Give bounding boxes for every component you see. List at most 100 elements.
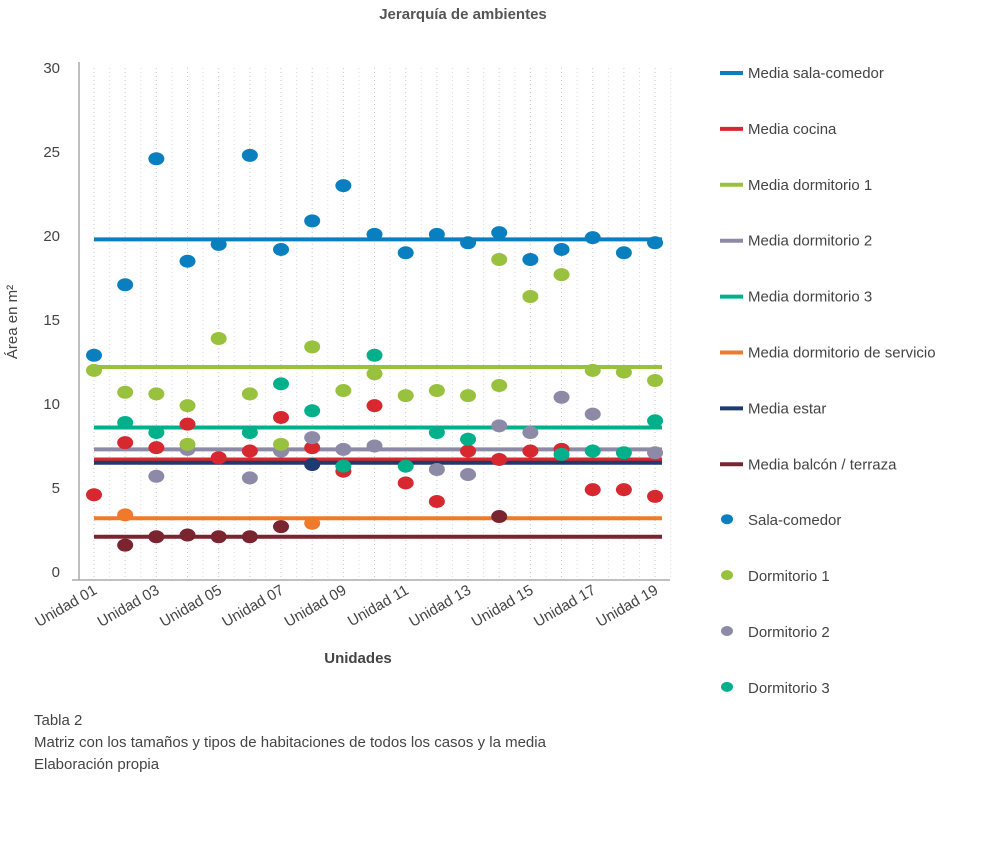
data-point — [522, 253, 539, 267]
data-point — [148, 441, 165, 455]
data-point — [491, 253, 508, 267]
gridlines — [93, 68, 672, 578]
data-point — [335, 459, 352, 473]
data-point — [522, 426, 539, 440]
data-point — [241, 530, 258, 544]
y-tick-label: 25 — [43, 144, 60, 161]
caption-source: Elaboración propia — [34, 756, 160, 773]
data-point — [615, 365, 632, 379]
data-point — [179, 528, 196, 542]
data-point — [615, 446, 632, 460]
data-point — [522, 444, 539, 458]
data-point — [117, 508, 134, 522]
caption-table-number: Tabla 2 — [34, 712, 83, 729]
data-point — [335, 384, 352, 398]
data-point — [428, 463, 445, 477]
data-point — [241, 148, 258, 162]
y-tick-label: 5 — [52, 480, 60, 497]
data-point — [304, 214, 321, 228]
data-point — [304, 340, 321, 354]
x-axis-label: Unidades — [324, 650, 392, 667]
caption-description: Matriz con los tamaños y tipos de habita… — [34, 734, 546, 751]
legend-label: Dormitorio 2 — [748, 624, 830, 641]
data-point — [522, 289, 539, 303]
axes — [72, 62, 670, 581]
data-point — [179, 437, 196, 451]
legend-label: Dormitorio 3 — [748, 680, 830, 697]
y-tick-label: 15 — [43, 312, 60, 329]
data-point — [273, 410, 290, 424]
data-point — [428, 494, 445, 508]
data-point — [148, 530, 165, 544]
data-point — [647, 414, 664, 428]
data-point — [647, 489, 664, 503]
data-point — [615, 483, 632, 497]
data-point — [304, 457, 321, 471]
data-point — [584, 444, 601, 458]
data-point — [117, 415, 134, 429]
x-tick-label: Unidad 17 — [531, 582, 599, 631]
legend-label: Media estar — [748, 400, 826, 417]
data-point — [553, 447, 570, 461]
data-point — [210, 331, 227, 345]
data-point — [117, 278, 134, 292]
legend-label: Sala-comedor — [748, 512, 841, 529]
data-point — [366, 367, 383, 381]
data-point — [553, 268, 570, 282]
data-points — [86, 148, 664, 552]
data-point — [179, 399, 196, 413]
data-point — [584, 363, 601, 377]
data-point — [366, 227, 383, 241]
chart-title: Jerarquía de ambientes — [379, 6, 547, 23]
legend-label: Media dormitorio 1 — [748, 177, 872, 194]
data-point — [86, 488, 102, 502]
data-point — [491, 379, 508, 393]
x-tick-label: Unidad 13 — [406, 582, 474, 631]
data-point — [647, 446, 664, 460]
data-point — [241, 471, 258, 485]
data-point — [210, 530, 227, 544]
scatter-chart: Jerarquía de ambientes 0 5 10 15 20 25 30 Unid… — [4, 6, 936, 697]
data-point — [647, 236, 664, 250]
data-point — [647, 373, 664, 387]
data-point — [117, 385, 134, 399]
data-point — [491, 226, 508, 240]
legend-label: Media cocina — [748, 121, 837, 138]
legend-label: Media dormitorio de servicio — [748, 345, 936, 362]
data-point — [584, 407, 601, 421]
x-tick-label: Unidad 01 — [32, 582, 100, 631]
data-point — [179, 254, 196, 268]
data-point — [210, 237, 227, 251]
data-point — [241, 444, 258, 458]
data-point — [491, 510, 508, 524]
data-point — [273, 520, 290, 534]
data-point — [148, 426, 165, 440]
data-point — [86, 363, 102, 377]
data-point — [460, 236, 477, 250]
legend-dot-marker — [721, 681, 733, 692]
data-point — [148, 387, 165, 401]
legend-label: Dormitorio 1 — [748, 568, 830, 585]
data-point — [335, 442, 352, 456]
y-tick-label: 0 — [52, 564, 60, 581]
data-point — [241, 426, 258, 440]
data-point — [335, 179, 352, 193]
x-tick-label: Unidad 15 — [469, 582, 537, 631]
data-point — [179, 417, 196, 431]
y-tick-label: 10 — [43, 396, 60, 413]
data-point — [491, 419, 508, 433]
legend-dot-marker — [721, 626, 733, 636]
x-tick-label: Unidad 11 — [345, 582, 412, 630]
data-point — [491, 452, 508, 466]
x-tick-label: Unidad 05 — [157, 582, 225, 631]
legend-label: Media dormitorio 3 — [748, 289, 872, 306]
x-tick-label: Unidad 03 — [95, 582, 163, 631]
x-tick-label: Unidad 19 — [593, 582, 661, 631]
data-point — [117, 538, 134, 552]
y-axis-label: Área en m² — [4, 285, 21, 359]
data-point — [304, 404, 321, 418]
data-point — [428, 384, 445, 398]
data-point — [304, 431, 321, 445]
x-tick-label: Unidad 09 — [282, 582, 350, 631]
